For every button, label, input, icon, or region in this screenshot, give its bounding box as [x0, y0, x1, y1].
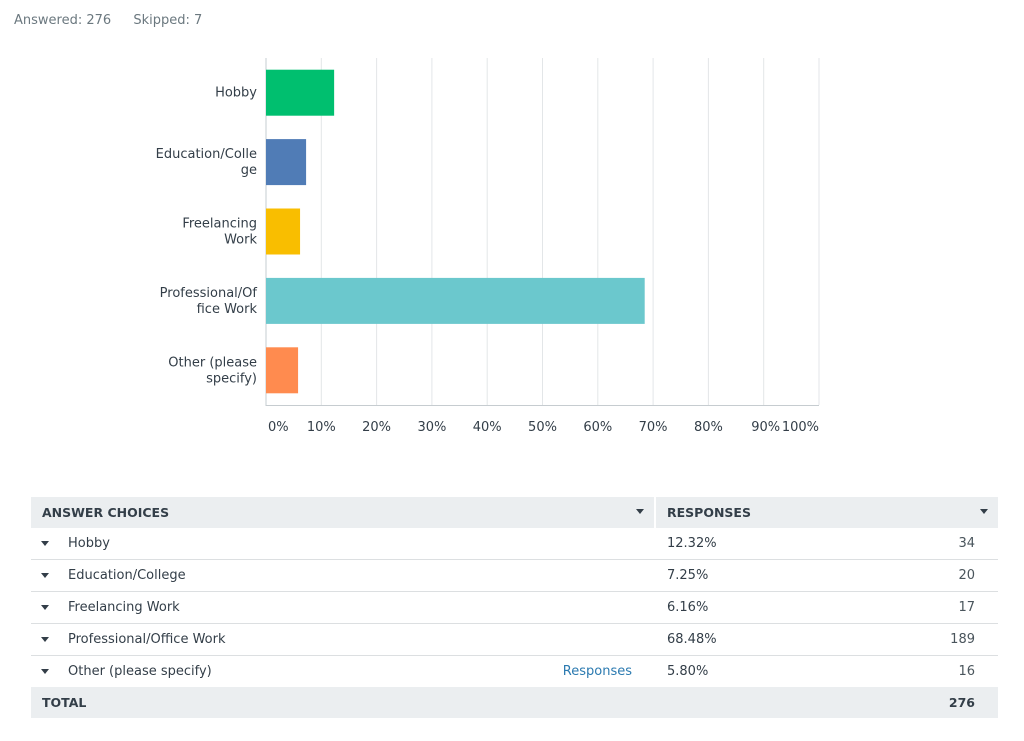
bar [266, 139, 307, 186]
response-count: 20 [958, 568, 975, 583]
answer-choices-header-label: ANSWER CHOICES [42, 505, 170, 520]
responses-link[interactable]: Responses [562, 664, 632, 679]
response-percent: 7.25% [667, 568, 709, 583]
response-count: 34 [958, 536, 975, 551]
sort-caret-icon[interactable] [636, 509, 644, 514]
x-tick-label: 90% [751, 420, 780, 435]
x-tick-label: 10% [307, 420, 336, 435]
answer-label: Professional/Office Work [68, 632, 226, 647]
total-count: 276 [948, 695, 975, 710]
response-percent: 6.16% [667, 600, 709, 615]
x-tick-label: 40% [473, 420, 502, 435]
category-label: Freelancing [182, 217, 257, 232]
answered-count: Answered: 276 [14, 13, 112, 28]
table-row: Education/College 7.25% 20 [31, 560, 998, 592]
response-count: 17 [958, 600, 975, 615]
skipped-count: Skipped: 7 [133, 13, 203, 28]
answer-label: Hobby [68, 536, 110, 551]
answer-table: ANSWER CHOICES RESPONSES Hobby 12.32% 34… [31, 497, 998, 718]
bar [266, 277, 645, 324]
category-label: Education/Colle [156, 147, 257, 162]
category-label: Professional/Of [160, 286, 258, 301]
responses-header-label: RESPONSES [667, 505, 751, 520]
x-tick-label: 60% [583, 420, 612, 435]
total-row: TOTAL 276 [31, 687, 998, 718]
response-count: 16 [958, 664, 975, 679]
sort-caret-icon[interactable] [980, 509, 988, 514]
answer-choices-header[interactable]: ANSWER CHOICES [31, 497, 656, 528]
answer-label: Other (please specify) [68, 664, 212, 679]
response-count: 189 [950, 632, 975, 647]
category-label: Hobby [215, 86, 257, 101]
expand-caret-icon[interactable] [41, 669, 49, 674]
responses-header[interactable]: RESPONSES [656, 497, 998, 528]
category-label: Work [224, 233, 257, 248]
expand-caret-icon[interactable] [41, 573, 49, 578]
response-percent: 5.80% [667, 664, 709, 679]
table-row: Other (please specify) Responses 5.80% 16 [31, 656, 998, 687]
bar [266, 69, 335, 116]
x-tick-label: 70% [639, 420, 668, 435]
expand-caret-icon[interactable] [41, 637, 49, 642]
response-percent: 68.48% [667, 632, 717, 647]
answer-label: Education/College [68, 568, 186, 583]
category-label: Other (please [168, 355, 257, 370]
answer-label: Freelancing Work [68, 600, 180, 615]
expand-caret-icon[interactable] [41, 605, 49, 610]
category-label: specify) [206, 371, 257, 386]
x-tick-label: 50% [528, 420, 557, 435]
x-tick-label: 0% [268, 420, 289, 435]
x-tick-label: 80% [694, 420, 723, 435]
x-tick-label: 100% [782, 420, 819, 435]
expand-caret-icon[interactable] [41, 541, 49, 546]
bar [266, 347, 299, 394]
x-tick-label: 30% [417, 420, 446, 435]
category-label: fice Work [197, 302, 258, 317]
total-label: TOTAL [42, 695, 87, 710]
table-row: Freelancing Work 6.16% 17 [31, 592, 998, 624]
x-tick-label: 20% [362, 420, 391, 435]
table-row: Professional/Office Work 68.48% 189 [31, 624, 998, 656]
category-label: ge [241, 163, 257, 178]
response-percent: 12.32% [667, 536, 717, 551]
table-row: Hobby 12.32% 34 [31, 528, 998, 560]
response-summary: Answered: 276 Skipped: 7 [14, 13, 220, 28]
table-header: ANSWER CHOICES RESPONSES [31, 497, 998, 528]
bar [266, 208, 301, 255]
